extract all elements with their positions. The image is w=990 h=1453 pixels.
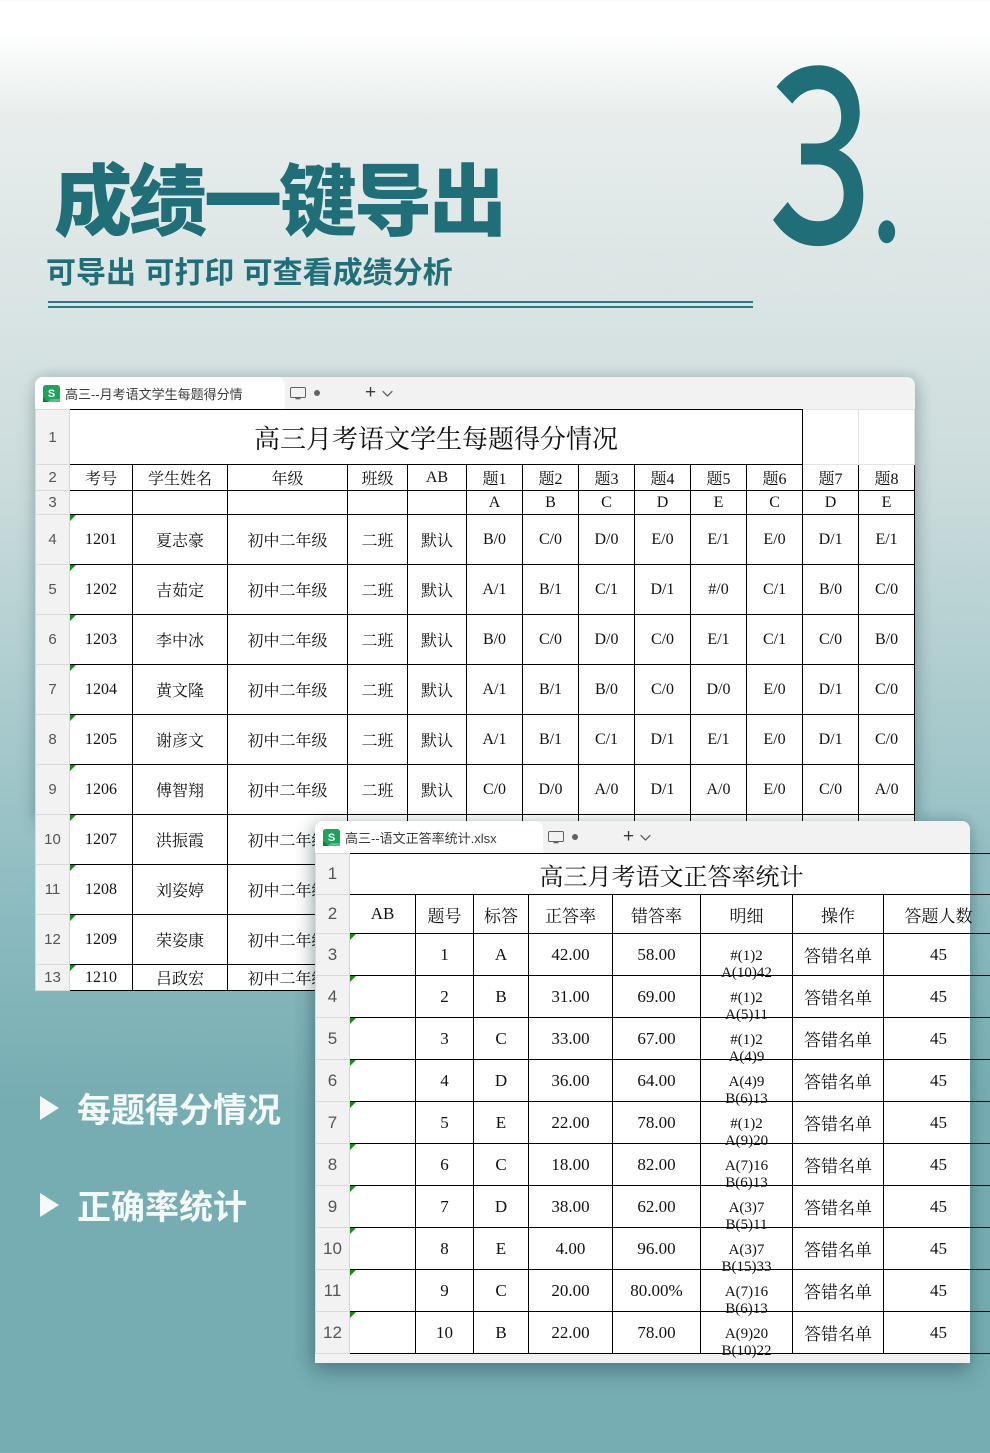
- svg-text:S: S: [48, 388, 55, 400]
- svg-text:S: S: [328, 832, 335, 844]
